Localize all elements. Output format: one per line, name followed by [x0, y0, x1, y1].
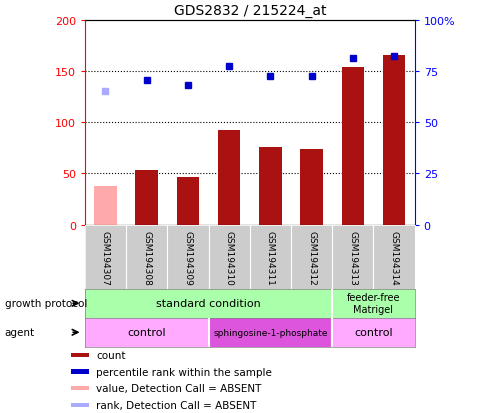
Bar — [85, 289, 332, 318]
Text: value, Detection Call = ABSENT: value, Detection Call = ABSENT — [96, 383, 261, 393]
Text: GSM194308: GSM194308 — [142, 230, 151, 285]
Bar — [341, 68, 363, 225]
Text: rank, Detection Call = ABSENT: rank, Detection Call = ABSENT — [96, 400, 256, 410]
Text: sphingosine-1-phosphate: sphingosine-1-phosphate — [212, 328, 327, 337]
Bar — [300, 150, 322, 225]
FancyBboxPatch shape — [71, 353, 89, 357]
Text: GSM194307: GSM194307 — [101, 230, 110, 285]
FancyBboxPatch shape — [71, 386, 89, 390]
Text: control: control — [127, 328, 166, 337]
FancyBboxPatch shape — [71, 370, 89, 374]
Text: GSM194314: GSM194314 — [389, 230, 398, 285]
Bar — [332, 289, 414, 318]
Bar — [382, 55, 405, 225]
Text: agent: agent — [5, 328, 35, 337]
Text: GSM194310: GSM194310 — [224, 230, 233, 285]
Text: GSM194309: GSM194309 — [183, 230, 192, 285]
Text: count: count — [96, 350, 125, 360]
Bar — [217, 131, 240, 225]
Text: percentile rank within the sample: percentile rank within the sample — [96, 367, 272, 377]
Text: GSM194312: GSM194312 — [306, 230, 316, 285]
Bar — [135, 171, 158, 225]
Text: feeder-free
Matrigel: feeder-free Matrigel — [346, 293, 399, 314]
Title: GDS2832 / 215224_at: GDS2832 / 215224_at — [173, 4, 325, 18]
Text: growth protocol: growth protocol — [5, 299, 87, 309]
Bar — [208, 318, 332, 347]
Bar — [176, 178, 199, 225]
Text: GSM194313: GSM194313 — [348, 230, 357, 285]
Bar — [85, 318, 208, 347]
Bar — [332, 318, 414, 347]
Text: standard condition: standard condition — [156, 299, 260, 309]
Text: GSM194311: GSM194311 — [265, 230, 274, 285]
Text: control: control — [353, 328, 392, 337]
Bar — [94, 186, 117, 225]
FancyBboxPatch shape — [71, 403, 89, 407]
Bar — [258, 147, 281, 225]
